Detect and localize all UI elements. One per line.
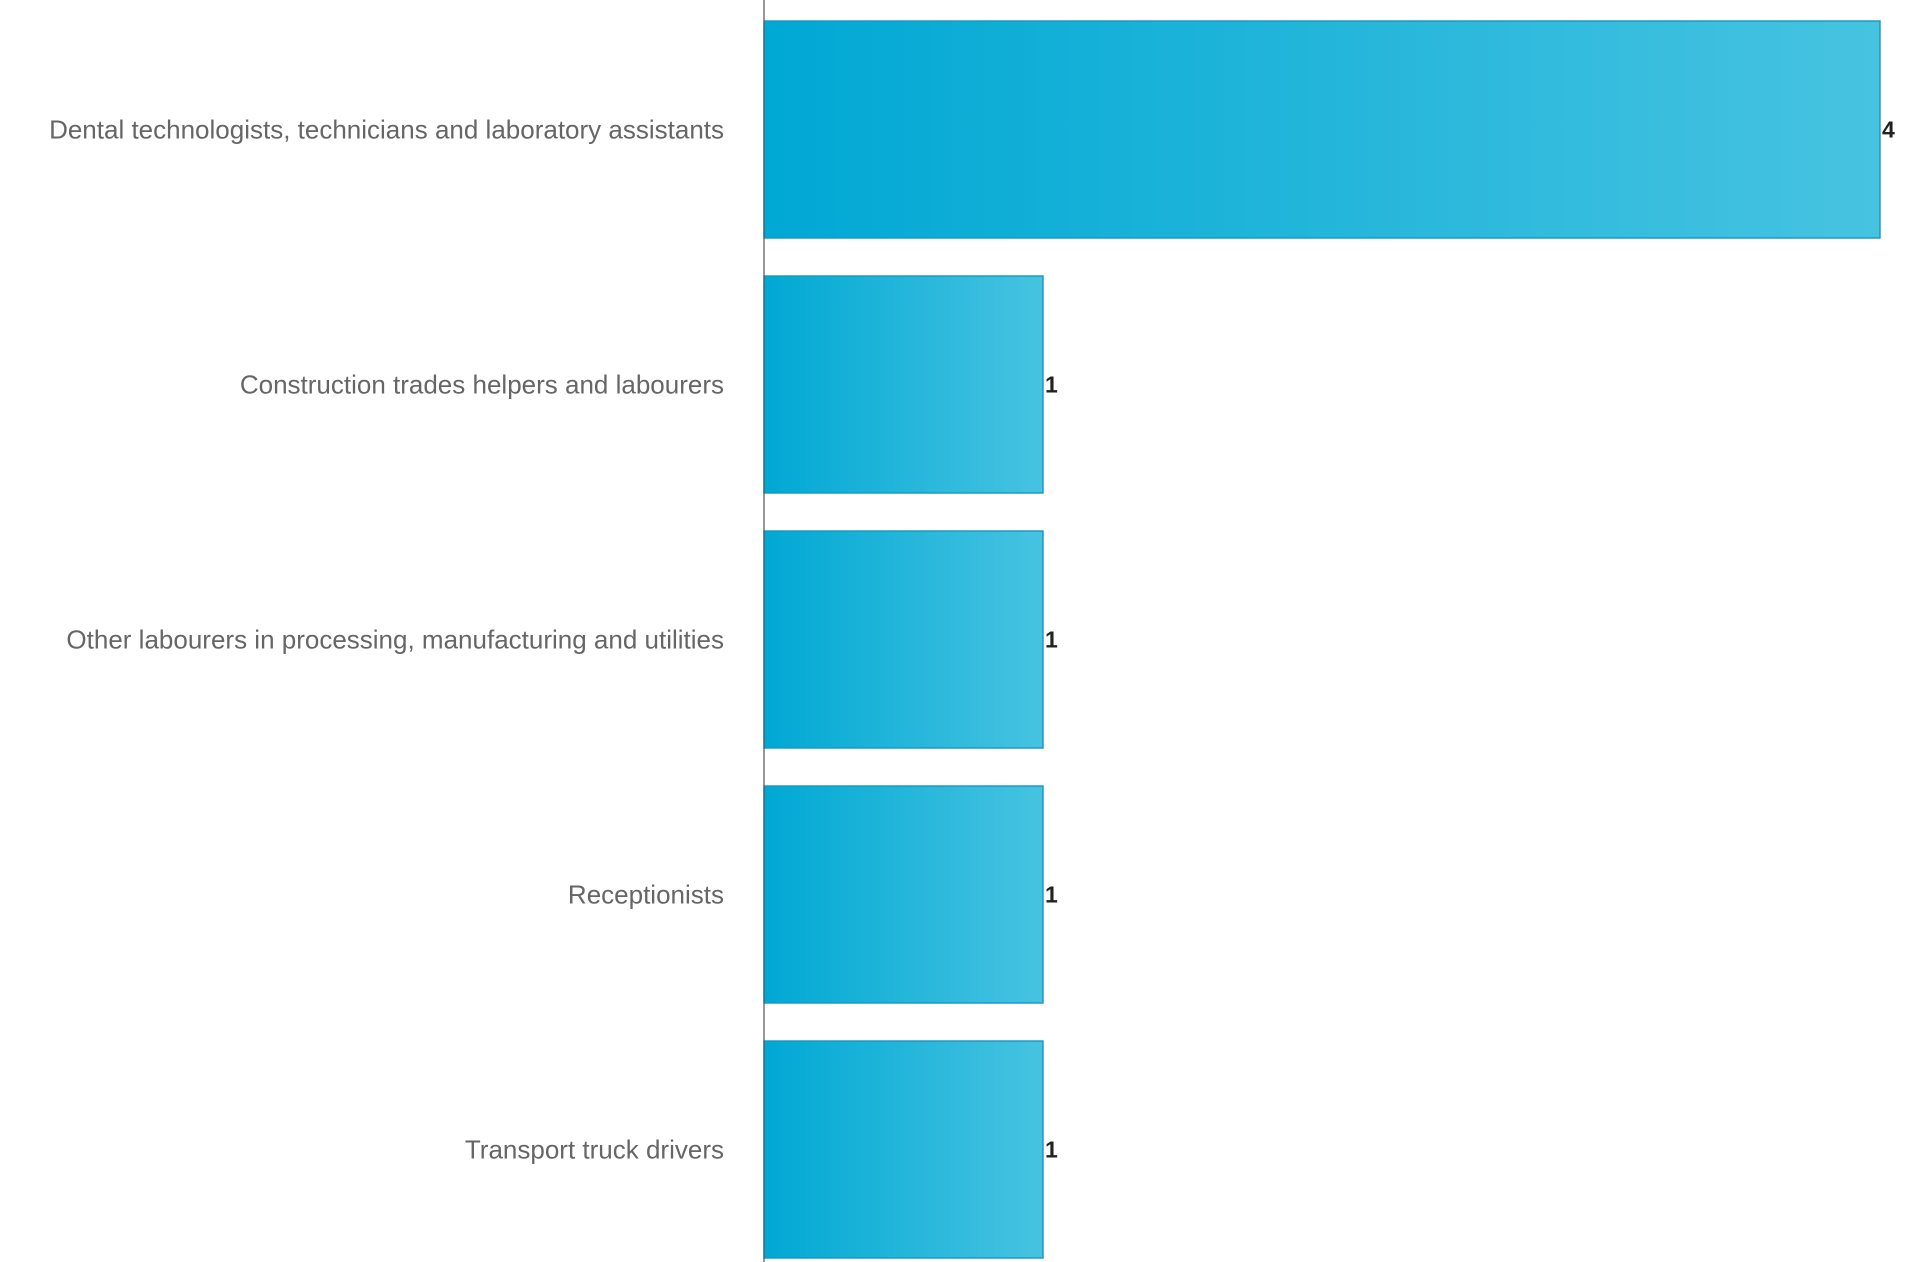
category-label: Construction trades helpers and labourer… xyxy=(240,370,724,400)
category-label: Receptionists xyxy=(568,880,724,910)
value-label: 1 xyxy=(1045,882,1058,908)
bar xyxy=(763,1040,1044,1259)
bar xyxy=(763,20,1881,239)
category-label: Transport truck drivers xyxy=(465,1135,724,1165)
value-label: 1 xyxy=(1045,627,1058,653)
value-label: 1 xyxy=(1045,1137,1058,1163)
bar xyxy=(763,530,1044,749)
value-label: 1 xyxy=(1045,372,1058,398)
bar xyxy=(763,275,1044,494)
category-label: Other labourers in processing, manufactu… xyxy=(66,625,724,655)
bar xyxy=(763,785,1044,1004)
value-label: 4 xyxy=(1882,117,1895,143)
category-label: Dental technologists, technicians and la… xyxy=(49,115,724,145)
